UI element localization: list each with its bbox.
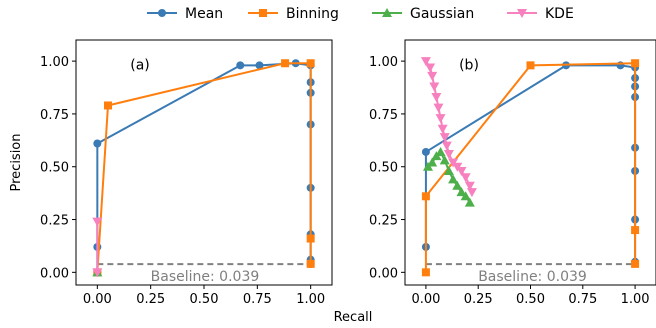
y-tick-label: 0.25 — [369, 214, 398, 229]
data-point — [92, 217, 103, 227]
x-tick-label: 0.50 — [190, 292, 219, 307]
baseline-label: Baseline: 0.039 — [151, 269, 260, 285]
y-axis-label: Precision — [9, 133, 24, 191]
data-point — [421, 147, 430, 156]
x-tick-label: 0.25 — [136, 292, 165, 307]
data-point — [431, 93, 442, 103]
data-point — [631, 226, 640, 235]
legend-label: Binning — [286, 6, 339, 22]
panel-a: 0.00 0.25 0.50 0.75 1.00 0.00 0.25 0.50 0.75 1.00… — [9, 39, 333, 307]
x-tick-label: 0.00 — [411, 292, 440, 307]
data-point — [420, 57, 431, 67]
data-point — [429, 82, 440, 92]
data-point — [425, 63, 436, 73]
data-point — [435, 146, 446, 156]
data-point — [631, 259, 640, 268]
data-point — [236, 61, 245, 70]
x-axis-label: Recall — [334, 310, 373, 325]
x-tick-label: 0.00 — [83, 292, 112, 307]
data-point — [92, 268, 103, 278]
data-point — [631, 59, 640, 68]
data-point — [466, 188, 477, 198]
data-point — [437, 124, 448, 134]
data-point — [448, 174, 459, 184]
y-tick-label: 1.00 — [369, 55, 398, 70]
data-point — [281, 59, 290, 68]
legend-marker — [517, 9, 527, 18]
data-point — [421, 268, 430, 277]
y-tick-label: 0.75 — [369, 108, 398, 123]
x-tick-label: 1.00 — [296, 292, 325, 307]
legend-marker — [158, 9, 166, 17]
data-point — [306, 59, 315, 68]
series-line — [424, 62, 637, 273]
baseline-label: Baseline: 0.039 — [478, 269, 587, 285]
data-point — [456, 187, 467, 197]
data-point — [464, 197, 475, 207]
x-tick-label: 0.50 — [516, 292, 545, 307]
y-tick-label: 0.75 — [40, 108, 69, 123]
series-kde — [420, 57, 477, 198]
y-tick-label: 0.25 — [40, 214, 69, 229]
plot-frame — [75, 39, 333, 286]
data-point — [443, 150, 454, 160]
legend: Mean Binning Gaussian KDE — [147, 6, 574, 22]
panel-b: 0.00 0.25 0.50 0.75 1.00 0.00 0.25 0.50 0.75 1.00… — [369, 39, 656, 307]
data-point — [427, 71, 438, 81]
data-point — [104, 101, 112, 110]
data-point — [255, 61, 264, 70]
legend-label: KDE — [545, 6, 574, 22]
series-binning — [421, 59, 640, 277]
data-point — [439, 133, 450, 143]
x-tick-label: 0.75 — [243, 292, 272, 307]
y-tick-label: 0.00 — [40, 266, 69, 281]
data-point — [456, 166, 467, 176]
legend-marker — [382, 8, 392, 17]
data-point — [439, 155, 450, 165]
data-point — [427, 157, 438, 167]
legend-label: Gaussian — [410, 6, 474, 22]
x-tick-label: 1.00 — [621, 292, 650, 307]
data-point — [452, 180, 463, 190]
data-point — [526, 61, 535, 70]
series-line — [96, 62, 312, 273]
y-tick-label: 1.00 — [40, 55, 69, 70]
data-point — [435, 114, 446, 124]
series-gaussian — [423, 146, 475, 207]
y-tick-label: 0.50 — [369, 161, 398, 176]
y-tick-label: 0.50 — [40, 161, 69, 176]
series-binning — [93, 59, 315, 277]
data-point — [306, 259, 315, 268]
series-kde — [92, 217, 103, 278]
data-point — [306, 234, 315, 243]
legend-label: Mean — [185, 6, 223, 22]
data-point — [460, 191, 471, 201]
data-point — [433, 103, 444, 113]
y-tick-label: 0.00 — [369, 266, 398, 281]
data-point — [464, 181, 475, 191]
legend-marker — [259, 9, 267, 17]
series-line — [96, 62, 312, 273]
data-point — [441, 141, 452, 151]
panel-label: (b) — [459, 58, 479, 74]
series-mean — [93, 59, 315, 277]
x-tick-label: 0.75 — [568, 292, 597, 307]
x-tick-label: 0.25 — [464, 292, 493, 307]
panel-label: (a) — [130, 58, 150, 74]
data-point — [421, 192, 430, 201]
data-point — [93, 139, 102, 148]
data-point — [460, 173, 471, 183]
data-point — [443, 165, 454, 175]
